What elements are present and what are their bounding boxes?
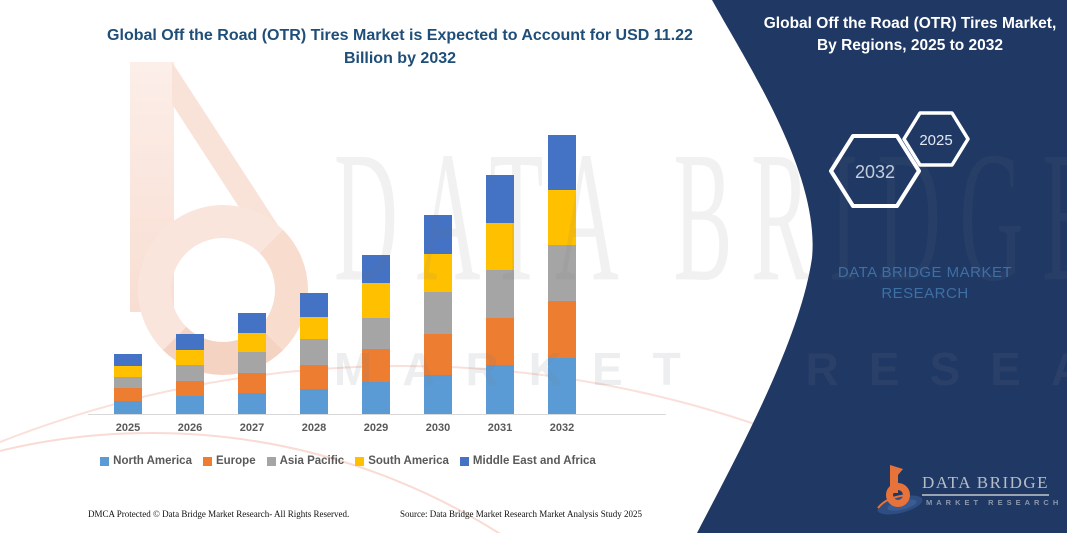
bar-segment [176, 381, 204, 396]
bar-segment [486, 175, 514, 223]
bar-segment [424, 215, 452, 254]
bar-segment [300, 365, 328, 389]
legend-item: South America [355, 455, 449, 467]
bar-segment [300, 317, 328, 339]
bar-segment [238, 352, 266, 373]
chart-title: Global Off the Road (OTR) Tires Market i… [107, 27, 693, 68]
bar-segment [486, 270, 514, 318]
legend-label: South America [368, 455, 449, 467]
bar-2025 [114, 354, 142, 414]
bar-segment [362, 255, 390, 283]
legend-marker-icon [355, 456, 365, 466]
year-hexagons: 2025 2032 [829, 111, 970, 208]
bar-2028 [300, 293, 328, 414]
bar-segment [114, 354, 142, 366]
bar-2030 [424, 215, 452, 414]
bar-segment [176, 396, 204, 414]
legend-marker-icon [266, 456, 276, 466]
bar-segment [548, 301, 576, 358]
hexagon-start-year-label: 2025 [919, 132, 952, 149]
footer-copyright: DMCA Protected © Data Bridge Market Rese… [88, 509, 350, 519]
legend-marker-icon [100, 456, 110, 466]
x-axis-label-2029: 2029 [363, 422, 389, 434]
bar-segment [486, 318, 514, 365]
stacked-bar-chart [88, 118, 666, 415]
legend-item: North America [100, 455, 192, 467]
bar-segment [176, 334, 204, 350]
bar-segment [548, 245, 576, 301]
legend-label: Middle East and Africa [472, 455, 596, 467]
bar-segment [238, 313, 266, 333]
sidebar-brand-text: DATA BRIDGE MARKET RESEARCH [800, 262, 1050, 304]
bar-segment [300, 339, 328, 365]
legend-marker-icon [459, 456, 469, 466]
bar-segment [300, 293, 328, 317]
bar-segment [548, 135, 576, 190]
bar-segment [486, 223, 514, 270]
x-axis-label-2030: 2030 [425, 422, 451, 434]
logo-name: DATA BRIDGE [922, 473, 1050, 496]
bar-segment [424, 292, 452, 334]
bar-2031 [486, 175, 514, 414]
chart-legend: North America Europe Asia Pacific South Ame… [88, 455, 608, 467]
bar-segment [114, 401, 142, 414]
bar-segment [424, 254, 452, 292]
bar-segment [362, 382, 390, 414]
sidebar-title: Global Off the Road (OTR) Tires Market, … [763, 15, 1057, 55]
x-axis-label-2031: 2031 [487, 422, 513, 434]
bar-2029 [362, 255, 390, 414]
bar-segment [486, 365, 514, 414]
bar-segment [548, 358, 576, 414]
bar-segment [114, 388, 142, 401]
sidebar-shape [697, 0, 1067, 533]
legend-marker-icon [202, 456, 212, 466]
legend-label: Europe [215, 455, 256, 467]
bar-segment [362, 318, 390, 349]
bar-segment [362, 283, 390, 318]
legend-label: North America [113, 455, 192, 467]
hexagon-2025 [902, 111, 970, 167]
x-axis-label-2025: 2025 [115, 422, 141, 434]
footer-source: Source: Data Bridge Market Research Mark… [400, 509, 642, 519]
bar-2032 [548, 135, 576, 414]
bar-2026 [176, 334, 204, 414]
bar-segment [424, 375, 452, 414]
databridge-logo-icon [877, 465, 923, 515]
bar-segment [238, 373, 266, 393]
bar-segment [176, 350, 204, 365]
bar-segment [548, 190, 576, 245]
x-axis-label-2028: 2028 [301, 422, 327, 434]
bar-2027 [238, 313, 266, 414]
legend-item: Asia Pacific [266, 455, 345, 467]
legend-item: Europe [202, 455, 256, 467]
logo-b-stem [890, 465, 903, 493]
legend-label: Asia Pacific [279, 455, 345, 467]
bar-segment [300, 389, 328, 414]
sidebar-brand-line2: RESEARCH [881, 285, 969, 302]
legend-item: Middle East and Africa [459, 455, 596, 467]
x-axis-label-2027: 2027 [239, 422, 265, 434]
x-axis-label-2026: 2026 [177, 422, 203, 434]
bar-segment [238, 333, 266, 352]
bar-segment [114, 377, 142, 388]
bar-segment [238, 393, 266, 414]
x-axis-label-2032: 2032 [549, 422, 575, 434]
bar-segment [362, 349, 390, 382]
bar-segment [114, 366, 142, 377]
hexagon-2032 [829, 134, 921, 208]
hexagon-end-year-label: 2032 [855, 162, 895, 182]
bar-segment [424, 334, 452, 375]
logo-tagline: MARKET RESEARCH [926, 498, 1063, 507]
sidebar-brand-line1: DATA BRIDGE MARKET [837, 264, 1013, 281]
bar-segment [176, 365, 204, 381]
